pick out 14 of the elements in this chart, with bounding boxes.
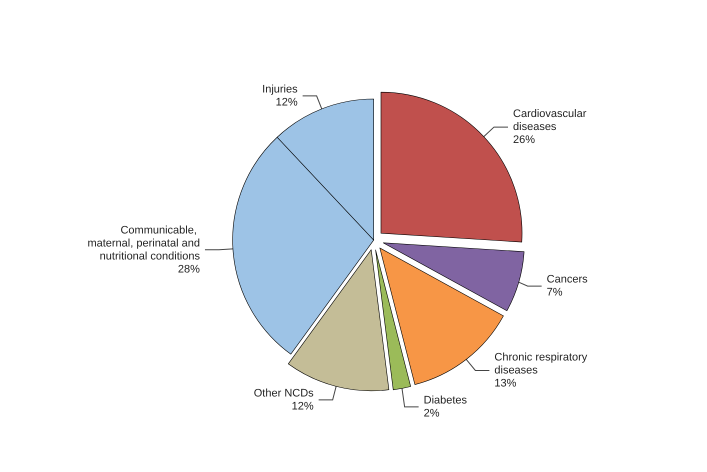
data-label: 13% bbox=[494, 377, 517, 390]
slice-label: Cardiovascular diseases bbox=[513, 108, 590, 134]
slice-label: Diabetes bbox=[424, 394, 468, 406]
data-label: 7% bbox=[546, 286, 563, 299]
slice-label: Injuries bbox=[262, 83, 298, 96]
data-label: 12% bbox=[292, 400, 314, 412]
slice-label: Communicable, maternal, perinatal and nutritional conditions bbox=[87, 224, 200, 262]
data-label: 12% bbox=[276, 96, 298, 108]
data-label: 28% bbox=[178, 263, 200, 276]
data-label: 26% bbox=[513, 134, 536, 146]
data-label: 2% bbox=[424, 407, 440, 420]
slice-label: Cancers bbox=[546, 274, 588, 286]
slice-label: Other NCDs bbox=[254, 387, 314, 400]
slice-label: Chronic respiratory diseases bbox=[494, 351, 590, 376]
